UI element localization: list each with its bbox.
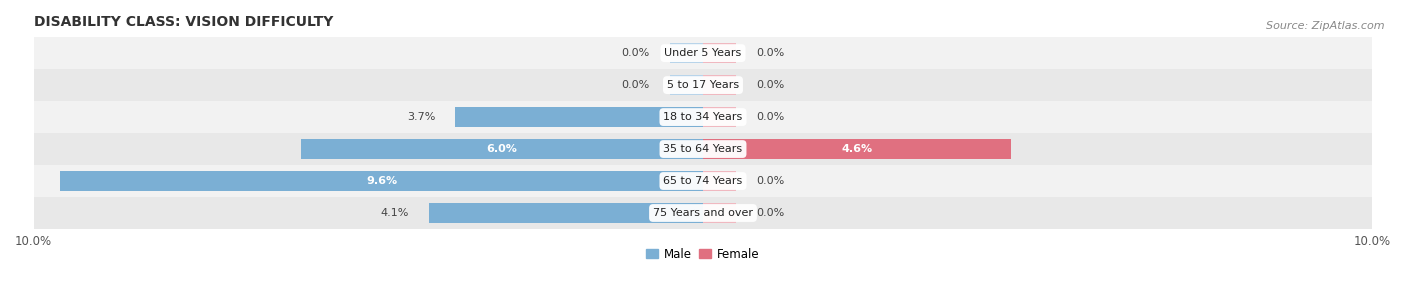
Bar [429, 203, 703, 223]
Text: 0.0%: 0.0% [756, 208, 785, 218]
Bar [34, 165, 1372, 197]
Bar [34, 101, 1372, 133]
Text: 75 Years and over: 75 Years and over [652, 208, 754, 218]
Text: Source: ZipAtlas.com: Source: ZipAtlas.com [1267, 21, 1385, 31]
Text: 3.7%: 3.7% [406, 112, 436, 122]
Bar [703, 43, 737, 63]
Bar [703, 75, 737, 95]
Bar [34, 37, 1372, 69]
Bar [703, 170, 737, 192]
Text: 4.1%: 4.1% [380, 208, 409, 218]
Text: 0.0%: 0.0% [756, 48, 785, 58]
Bar [669, 75, 703, 95]
Bar [60, 170, 703, 192]
Text: 35 to 64 Years: 35 to 64 Years [664, 144, 742, 154]
Bar [34, 133, 1372, 165]
Bar [669, 43, 703, 63]
Bar [703, 203, 737, 223]
Text: 18 to 34 Years: 18 to 34 Years [664, 112, 742, 122]
Bar [301, 139, 703, 160]
Text: 0.0%: 0.0% [621, 48, 650, 58]
Text: 0.0%: 0.0% [756, 80, 785, 90]
Text: 9.6%: 9.6% [366, 176, 398, 186]
Text: 5 to 17 Years: 5 to 17 Years [666, 80, 740, 90]
Text: 0.0%: 0.0% [756, 112, 785, 122]
Text: Under 5 Years: Under 5 Years [665, 48, 741, 58]
Text: 0.0%: 0.0% [756, 176, 785, 186]
Text: 4.6%: 4.6% [841, 144, 873, 154]
Legend: Male, Female: Male, Female [641, 243, 765, 265]
Bar [703, 107, 737, 127]
Text: 65 to 74 Years: 65 to 74 Years [664, 176, 742, 186]
Bar [456, 107, 703, 127]
Text: 0.0%: 0.0% [621, 80, 650, 90]
Bar [34, 69, 1372, 101]
Bar [703, 139, 1011, 160]
Bar [34, 197, 1372, 229]
Text: DISABILITY CLASS: VISION DIFFICULTY: DISABILITY CLASS: VISION DIFFICULTY [34, 15, 333, 29]
Text: 6.0%: 6.0% [486, 144, 517, 154]
